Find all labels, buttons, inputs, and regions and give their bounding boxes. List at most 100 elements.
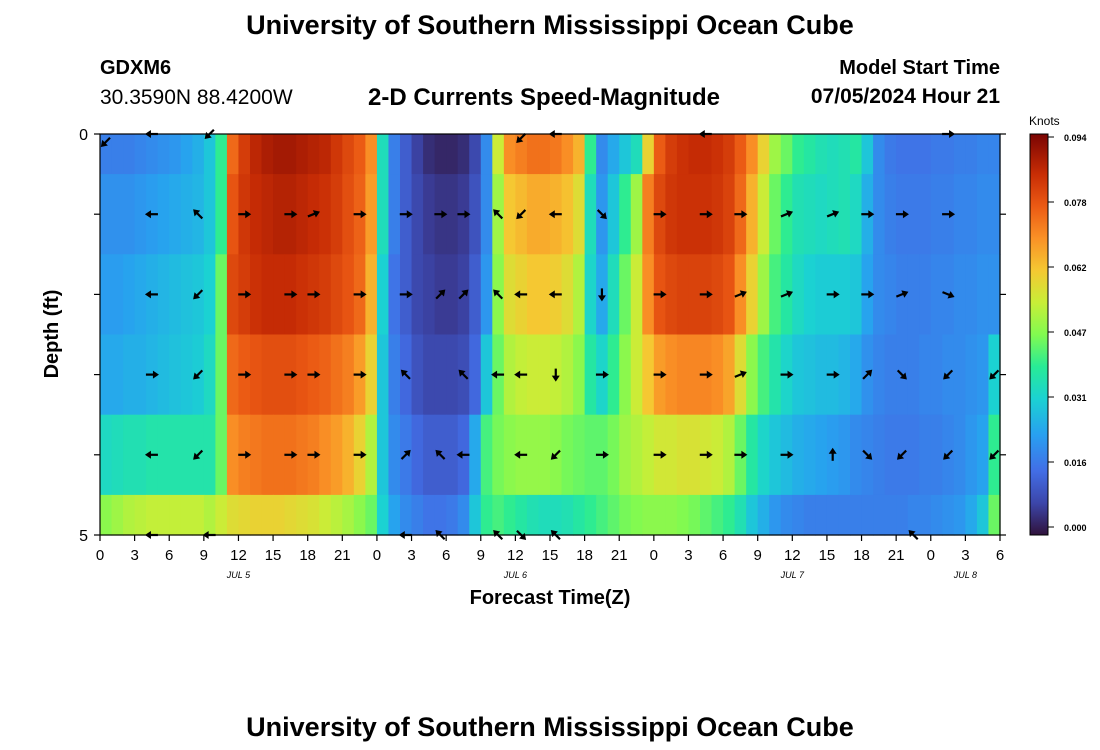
colorbar-tick-label: 0.031 xyxy=(1064,393,1087,403)
heatmap-cell xyxy=(111,334,124,416)
current-vector-arrow xyxy=(284,210,298,219)
heatmap-cell xyxy=(607,134,620,175)
heatmap-cell xyxy=(619,254,632,336)
arrow-head xyxy=(314,450,321,459)
heatmap-cell xyxy=(942,134,955,175)
heatmap-cell xyxy=(630,134,643,175)
arrow-head xyxy=(245,370,252,379)
arrow-head xyxy=(464,210,471,219)
heatmap-cell xyxy=(226,414,240,496)
heatmap-cell xyxy=(630,174,643,255)
heatmap-cell xyxy=(388,494,401,536)
heatmap-cell xyxy=(757,334,770,416)
arrow-head xyxy=(901,290,909,298)
heatmap-cell xyxy=(907,494,920,536)
current-vector-arrow xyxy=(734,290,747,298)
current-vector-arrow xyxy=(653,370,667,379)
x-tick-label: 0 xyxy=(96,547,104,564)
current-vector-arrow xyxy=(399,290,413,299)
heatmap-cell xyxy=(676,254,690,336)
heatmap-cell xyxy=(757,494,770,536)
current-vector-arrow xyxy=(989,369,1000,380)
heatmap-cell xyxy=(319,494,332,536)
heatmap-cell xyxy=(480,174,493,255)
arrow-head xyxy=(360,370,367,379)
heatmap-cell xyxy=(376,494,390,536)
heatmap-cell xyxy=(792,254,805,336)
heatmap-cell xyxy=(169,254,182,336)
heatmap-cell xyxy=(965,414,978,496)
arrow-head xyxy=(403,449,411,457)
colorbar-tick-label: 0.062 xyxy=(1064,263,1087,273)
heatmap-cell xyxy=(746,494,759,536)
colorbar-tick-label: 0.078 xyxy=(1064,198,1087,208)
arrow-head xyxy=(949,210,956,219)
heatmap-cell xyxy=(261,494,274,536)
current-vector-arrow xyxy=(399,210,413,219)
heatmap-cell xyxy=(250,494,263,536)
heatmap-cell xyxy=(665,494,678,536)
heatmap-cell xyxy=(688,334,701,416)
heatmap-cell xyxy=(388,174,401,255)
x-tick-label: 9 xyxy=(477,547,485,564)
current-vector-arrow xyxy=(895,210,909,219)
colorbar-tick-label: 0.016 xyxy=(1064,458,1087,468)
heatmap-cell xyxy=(134,414,147,496)
heatmap-cell xyxy=(573,494,586,536)
current-vector-arrow xyxy=(942,210,956,219)
current-vector-arrow xyxy=(193,369,204,380)
heatmap-cell xyxy=(434,494,447,536)
heatmap-cell xyxy=(976,414,990,496)
heatmap-cell xyxy=(400,494,413,536)
heatmap-cell xyxy=(642,414,655,496)
heatmap-cell xyxy=(157,254,170,336)
current-vector-arrow xyxy=(942,291,955,299)
heatmap-cell xyxy=(423,414,436,496)
arrow-head xyxy=(868,290,875,299)
arrow-head xyxy=(548,290,555,299)
current-vector-arrow xyxy=(144,210,158,219)
heatmap-cell xyxy=(526,134,540,175)
heatmap-cell xyxy=(446,414,459,496)
heatmap-cell xyxy=(215,174,228,255)
heatmap-cell xyxy=(573,414,586,496)
x-axis: 0 3 6 9 12 15 18 21 0 3 6 9 12 15 18 21 0 3 6 9 12 15 18 21 0 3 6 J… xyxy=(96,535,1004,580)
current-vector-arrow xyxy=(653,290,667,299)
heatmap-cell xyxy=(111,414,124,496)
heatmap-cell xyxy=(965,334,978,416)
heatmap-cell xyxy=(469,254,482,336)
current-vector-arrow xyxy=(548,290,562,299)
heatmap-cell xyxy=(515,134,528,175)
heatmap-cell xyxy=(919,334,932,416)
arrow-head xyxy=(314,370,321,379)
page-title: University of Southern Mississippi Ocean… xyxy=(246,10,854,40)
heatmap-cell xyxy=(169,494,182,536)
heatmap-cell xyxy=(792,134,805,175)
arrow-head xyxy=(787,450,794,459)
x-tick-label: 21 xyxy=(888,547,905,564)
heatmap-cell xyxy=(619,494,632,536)
x-tick-label: 21 xyxy=(611,547,628,564)
station-coordinates: 30.3590N 88.4200W xyxy=(100,86,293,109)
arrow-head xyxy=(461,289,469,297)
heatmap-cell xyxy=(573,134,586,175)
heatmap-cell xyxy=(607,334,620,416)
heatmap-cell xyxy=(596,134,609,175)
current-vector-arrow xyxy=(550,449,561,460)
heatmap-cell xyxy=(838,414,851,496)
arrow-head xyxy=(548,210,555,219)
heatmap-cell xyxy=(838,494,851,536)
heatmap-cell xyxy=(976,334,990,416)
arrow-head xyxy=(865,452,873,460)
heatmap-cell xyxy=(157,414,170,496)
arrow-head xyxy=(868,210,875,219)
current-vector-arrow xyxy=(458,289,469,300)
heatmap-cell xyxy=(965,134,978,175)
heatmap-cell xyxy=(607,174,620,255)
heatmap-cell xyxy=(157,494,170,536)
heatmap-cell xyxy=(180,174,193,255)
heatmap-cell xyxy=(123,254,136,336)
heatmap-cell xyxy=(988,134,1001,175)
heatmap-cell xyxy=(469,414,482,496)
heatmap-cell xyxy=(111,254,124,336)
